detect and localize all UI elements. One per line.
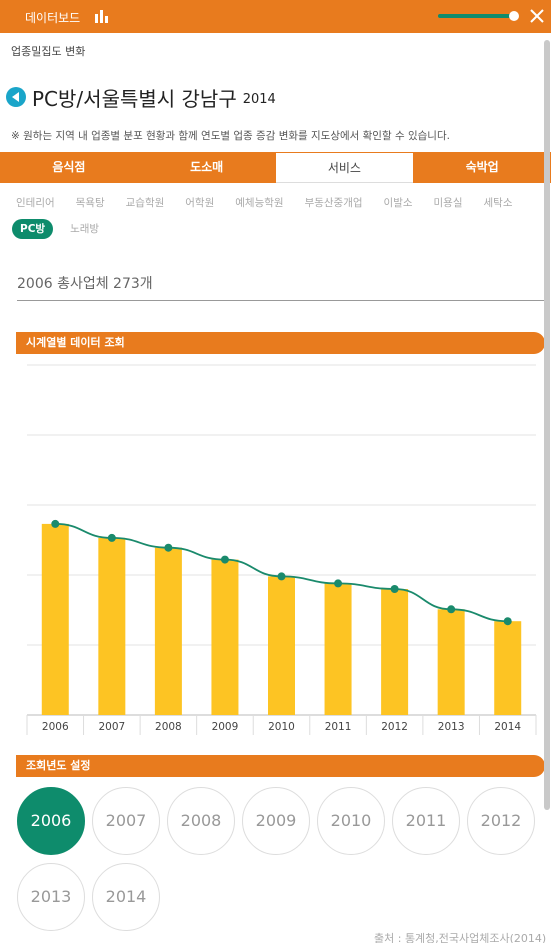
data-point <box>220 555 229 564</box>
year-button[interactable]: 2006 <box>17 787 85 855</box>
x-tick-label: 2011 <box>325 721 352 733</box>
category-tabs: 음식점 도소매 서비스 숙박업 <box>0 152 551 183</box>
close-icon[interactable] <box>526 5 548 27</box>
timeseries-section-header: 시계열별 데이터 조회 <box>16 332 545 354</box>
data-point <box>51 519 60 528</box>
region-name: PC방/서울특별시 강남구 <box>32 86 237 111</box>
bar <box>41 523 69 715</box>
bar <box>268 576 295 715</box>
bar <box>494 621 522 715</box>
x-tick-label: 2006 <box>42 721 69 733</box>
total-count: 2006 총사업체 273개 <box>17 276 153 292</box>
region-year: 2014 <box>242 92 276 107</box>
data-point <box>107 533 116 542</box>
x-tick-label: 2010 <box>268 721 295 733</box>
year-button[interactable]: 2007 <box>92 787 160 855</box>
bar <box>437 609 465 715</box>
subcategory-item[interactable]: 세탁소 <box>483 197 513 209</box>
subcategory-item[interactable]: 목욕탕 <box>75 197 105 209</box>
tab-2[interactable]: 서비스 <box>275 152 414 183</box>
data-point <box>390 585 399 593</box>
top-bar: 데이터보드 <box>0 0 551 33</box>
year-button[interactable]: 2014 <box>92 863 160 931</box>
divider <box>17 300 544 301</box>
bar <box>98 537 126 715</box>
tab-3[interactable]: 숙박업 <box>465 160 499 174</box>
subcategory-item[interactable]: 노래방 <box>70 223 100 235</box>
data-point <box>164 543 173 552</box>
notice-text: ※ 원하는 지역 내 업종별 분포 현황과 함께 연도별 업종 증감 변화를 지… <box>11 130 450 142</box>
x-tick-label: 2007 <box>98 721 125 733</box>
data-point <box>277 572 286 581</box>
subcategory-item[interactable]: 인테리어 <box>16 197 55 209</box>
tab-1[interactable]: 도소매 <box>190 160 224 174</box>
subcategory-item[interactable]: 교습학원 <box>125 197 165 209</box>
region-heading: PC방/서울특별시 강남구 2014 <box>6 83 276 111</box>
source-note: 출처 : 통계청,전국사업체조사(2014) <box>374 932 547 943</box>
year-select-section-header: 조회년도 설정 <box>16 755 545 777</box>
data-point <box>334 579 343 588</box>
bar <box>324 583 352 715</box>
year-button[interactable]: 2011 <box>392 787 460 855</box>
data-point <box>503 617 512 626</box>
subcategory-item[interactable]: 어학원 <box>185 197 215 209</box>
tab-0[interactable]: 음식점 <box>52 160 86 174</box>
year-button[interactable]: 2010 <box>317 787 385 855</box>
scrollbar[interactable] <box>544 40 550 810</box>
year-button[interactable]: 2013 <box>17 863 85 931</box>
x-tick-label: 2013 <box>438 721 465 733</box>
bar <box>381 589 409 715</box>
subcategory-item[interactable]: 예체능학원 <box>235 197 284 209</box>
bar <box>211 559 239 715</box>
bar <box>154 547 182 715</box>
x-tick-label: 2014 <box>494 721 521 733</box>
subcategory-item[interactable]: 미용실 <box>433 197 463 209</box>
breadcrumb: 업종밀집도 변화 <box>11 45 86 58</box>
subcategory-list: 인테리어 목욕탕 교습학원 어학원 예체능학원 부동산중개업 이발소 미용실 세탁소 PC방 노래방 <box>12 193 532 245</box>
year-button[interactable]: 2009 <box>242 787 310 855</box>
x-tick-label: 2009 <box>212 721 239 733</box>
data-point <box>447 605 456 614</box>
year-button[interactable]: 2008 <box>167 787 235 855</box>
subcategory-item[interactable]: PC방 <box>12 219 54 239</box>
opacity-slider[interactable] <box>438 14 514 18</box>
x-tick-label: 2012 <box>381 721 408 733</box>
app-title: 데이터보드 <box>25 11 81 25</box>
back-arrow-icon[interactable] <box>6 87 26 107</box>
year-button[interactable]: 2012 <box>467 787 535 855</box>
timeseries-chart: 2006 2007 2008 2009 2010 2011 2012 2013 2014 <box>26 364 537 735</box>
bar-chart-icon[interactable] <box>94 9 109 23</box>
x-tick-label: 2008 <box>155 721 182 733</box>
subcategory-item[interactable]: 부동산중개업 <box>304 197 363 209</box>
slider-handle[interactable] <box>509 11 519 21</box>
subcategory-item[interactable]: 이발소 <box>383 197 413 209</box>
